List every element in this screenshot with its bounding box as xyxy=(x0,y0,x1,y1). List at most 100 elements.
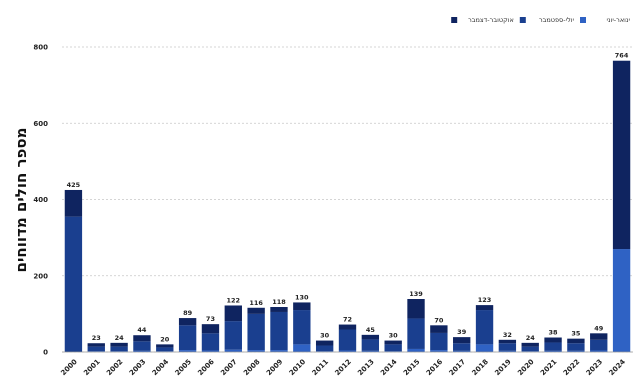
bar-segment xyxy=(293,302,311,311)
bar-segment xyxy=(453,350,471,352)
x-tick-label: 2006 xyxy=(196,358,216,378)
bar-segment xyxy=(338,329,357,351)
x-tick-label: 2022 xyxy=(562,358,582,378)
bar-segment xyxy=(224,305,242,322)
bar-segment xyxy=(293,310,311,345)
bar-segment xyxy=(567,350,585,352)
bar-segment xyxy=(498,343,517,351)
bar-segment xyxy=(498,350,517,352)
legend-label: יולי-ספטמבר xyxy=(539,16,575,24)
y-tick-label: 200 xyxy=(33,272,48,280)
data-labels: 425 23 24 44 20 89 73 122 116 118 130 30 72 45 30 139 70… xyxy=(67,52,629,344)
bar-segment xyxy=(498,339,517,344)
x-tick-label: 2016 xyxy=(425,358,445,378)
x-tick-label: 2003 xyxy=(128,358,148,378)
bar-segment xyxy=(612,60,631,250)
bar-segment xyxy=(338,324,357,330)
bar-segment xyxy=(178,325,197,351)
x-tick-label: 2008 xyxy=(242,358,262,378)
bar-segment xyxy=(430,350,448,352)
bar-segment xyxy=(475,344,494,352)
data-label: 44 xyxy=(137,326,147,334)
x-tick-label: 2009 xyxy=(265,358,285,378)
bar-segment xyxy=(590,350,608,352)
x-tick-label: 2018 xyxy=(471,358,491,378)
bar-segment xyxy=(247,313,265,351)
y-axis-ticks: 0 200 400 600 800 xyxy=(33,44,48,357)
data-label: 38 xyxy=(549,329,559,337)
x-tick-label: 2012 xyxy=(333,358,353,378)
bar-segment xyxy=(201,333,220,351)
x-tick-label: 2023 xyxy=(585,358,605,378)
data-label: 139 xyxy=(409,290,423,298)
bar-segment xyxy=(315,340,334,346)
data-label: 39 xyxy=(457,328,467,336)
x-tick-label: 2010 xyxy=(288,358,308,378)
y-tick-label: 0 xyxy=(43,349,48,357)
bar-segment xyxy=(361,339,380,351)
bar-segment xyxy=(156,344,174,348)
x-tick-label: 2005 xyxy=(174,358,194,378)
bar-segment xyxy=(544,342,562,351)
bar-segment xyxy=(475,305,494,311)
bar-segment xyxy=(224,321,242,350)
data-label: 30 xyxy=(320,332,330,340)
bars xyxy=(62,60,633,353)
data-label: 30 xyxy=(389,332,399,340)
bar-segment xyxy=(361,350,380,352)
data-label: 118 xyxy=(272,298,286,306)
bar-segment xyxy=(407,318,425,349)
bar-segment xyxy=(384,344,402,352)
legend-swatch xyxy=(451,17,458,23)
data-label: 49 xyxy=(594,324,604,332)
bar-segment xyxy=(453,343,471,351)
bar-segment xyxy=(133,335,151,342)
x-tick-label: 2024 xyxy=(608,358,628,378)
bar-segment xyxy=(133,350,151,352)
data-label: 116 xyxy=(249,299,263,307)
bar-segment xyxy=(64,189,83,217)
y-tick-label: 600 xyxy=(33,120,48,128)
x-tick-label: 2007 xyxy=(219,358,239,378)
bar-segment xyxy=(567,338,585,344)
bar-segment xyxy=(521,346,539,352)
bar-segment xyxy=(293,344,311,352)
data-label: 32 xyxy=(503,331,512,339)
data-label: 70 xyxy=(434,316,444,324)
x-tick-label: 2000 xyxy=(59,358,79,378)
bar-segment xyxy=(178,350,197,352)
data-label: 123 xyxy=(478,296,492,304)
bar-segment xyxy=(521,342,539,347)
grid-lines xyxy=(62,46,633,353)
data-label: 24 xyxy=(115,334,125,342)
bar-segment xyxy=(453,337,471,344)
bar-segment xyxy=(338,350,357,352)
bar-segment xyxy=(247,307,265,314)
y-tick-label: 400 xyxy=(33,196,48,204)
bar-segment xyxy=(87,346,105,352)
legend-swatch xyxy=(580,17,586,23)
x-tick-label: 2021 xyxy=(539,358,559,378)
bar-segment xyxy=(590,339,608,351)
bar-segment xyxy=(156,347,174,352)
data-label: 130 xyxy=(295,293,309,301)
bar-segment xyxy=(133,341,151,351)
bar-segment xyxy=(201,324,220,334)
x-tick-label: 2014 xyxy=(379,358,399,378)
x-tick-label: 2017 xyxy=(448,358,468,378)
data-label: 89 xyxy=(183,309,193,317)
data-label: 73 xyxy=(206,315,215,323)
x-tick-label: 2004 xyxy=(151,358,171,378)
x-tick-label: 2002 xyxy=(105,358,125,378)
data-label: 45 xyxy=(366,326,376,334)
bar-segment xyxy=(430,332,448,351)
x-tick-label: 2001 xyxy=(82,358,102,378)
data-label: 24 xyxy=(526,334,536,342)
data-label: 72 xyxy=(343,316,352,324)
bar-segment xyxy=(612,249,631,352)
bar-segment xyxy=(110,346,128,352)
bar-segment xyxy=(201,350,220,352)
bar-segment xyxy=(384,340,402,345)
bar-segment xyxy=(110,342,128,347)
